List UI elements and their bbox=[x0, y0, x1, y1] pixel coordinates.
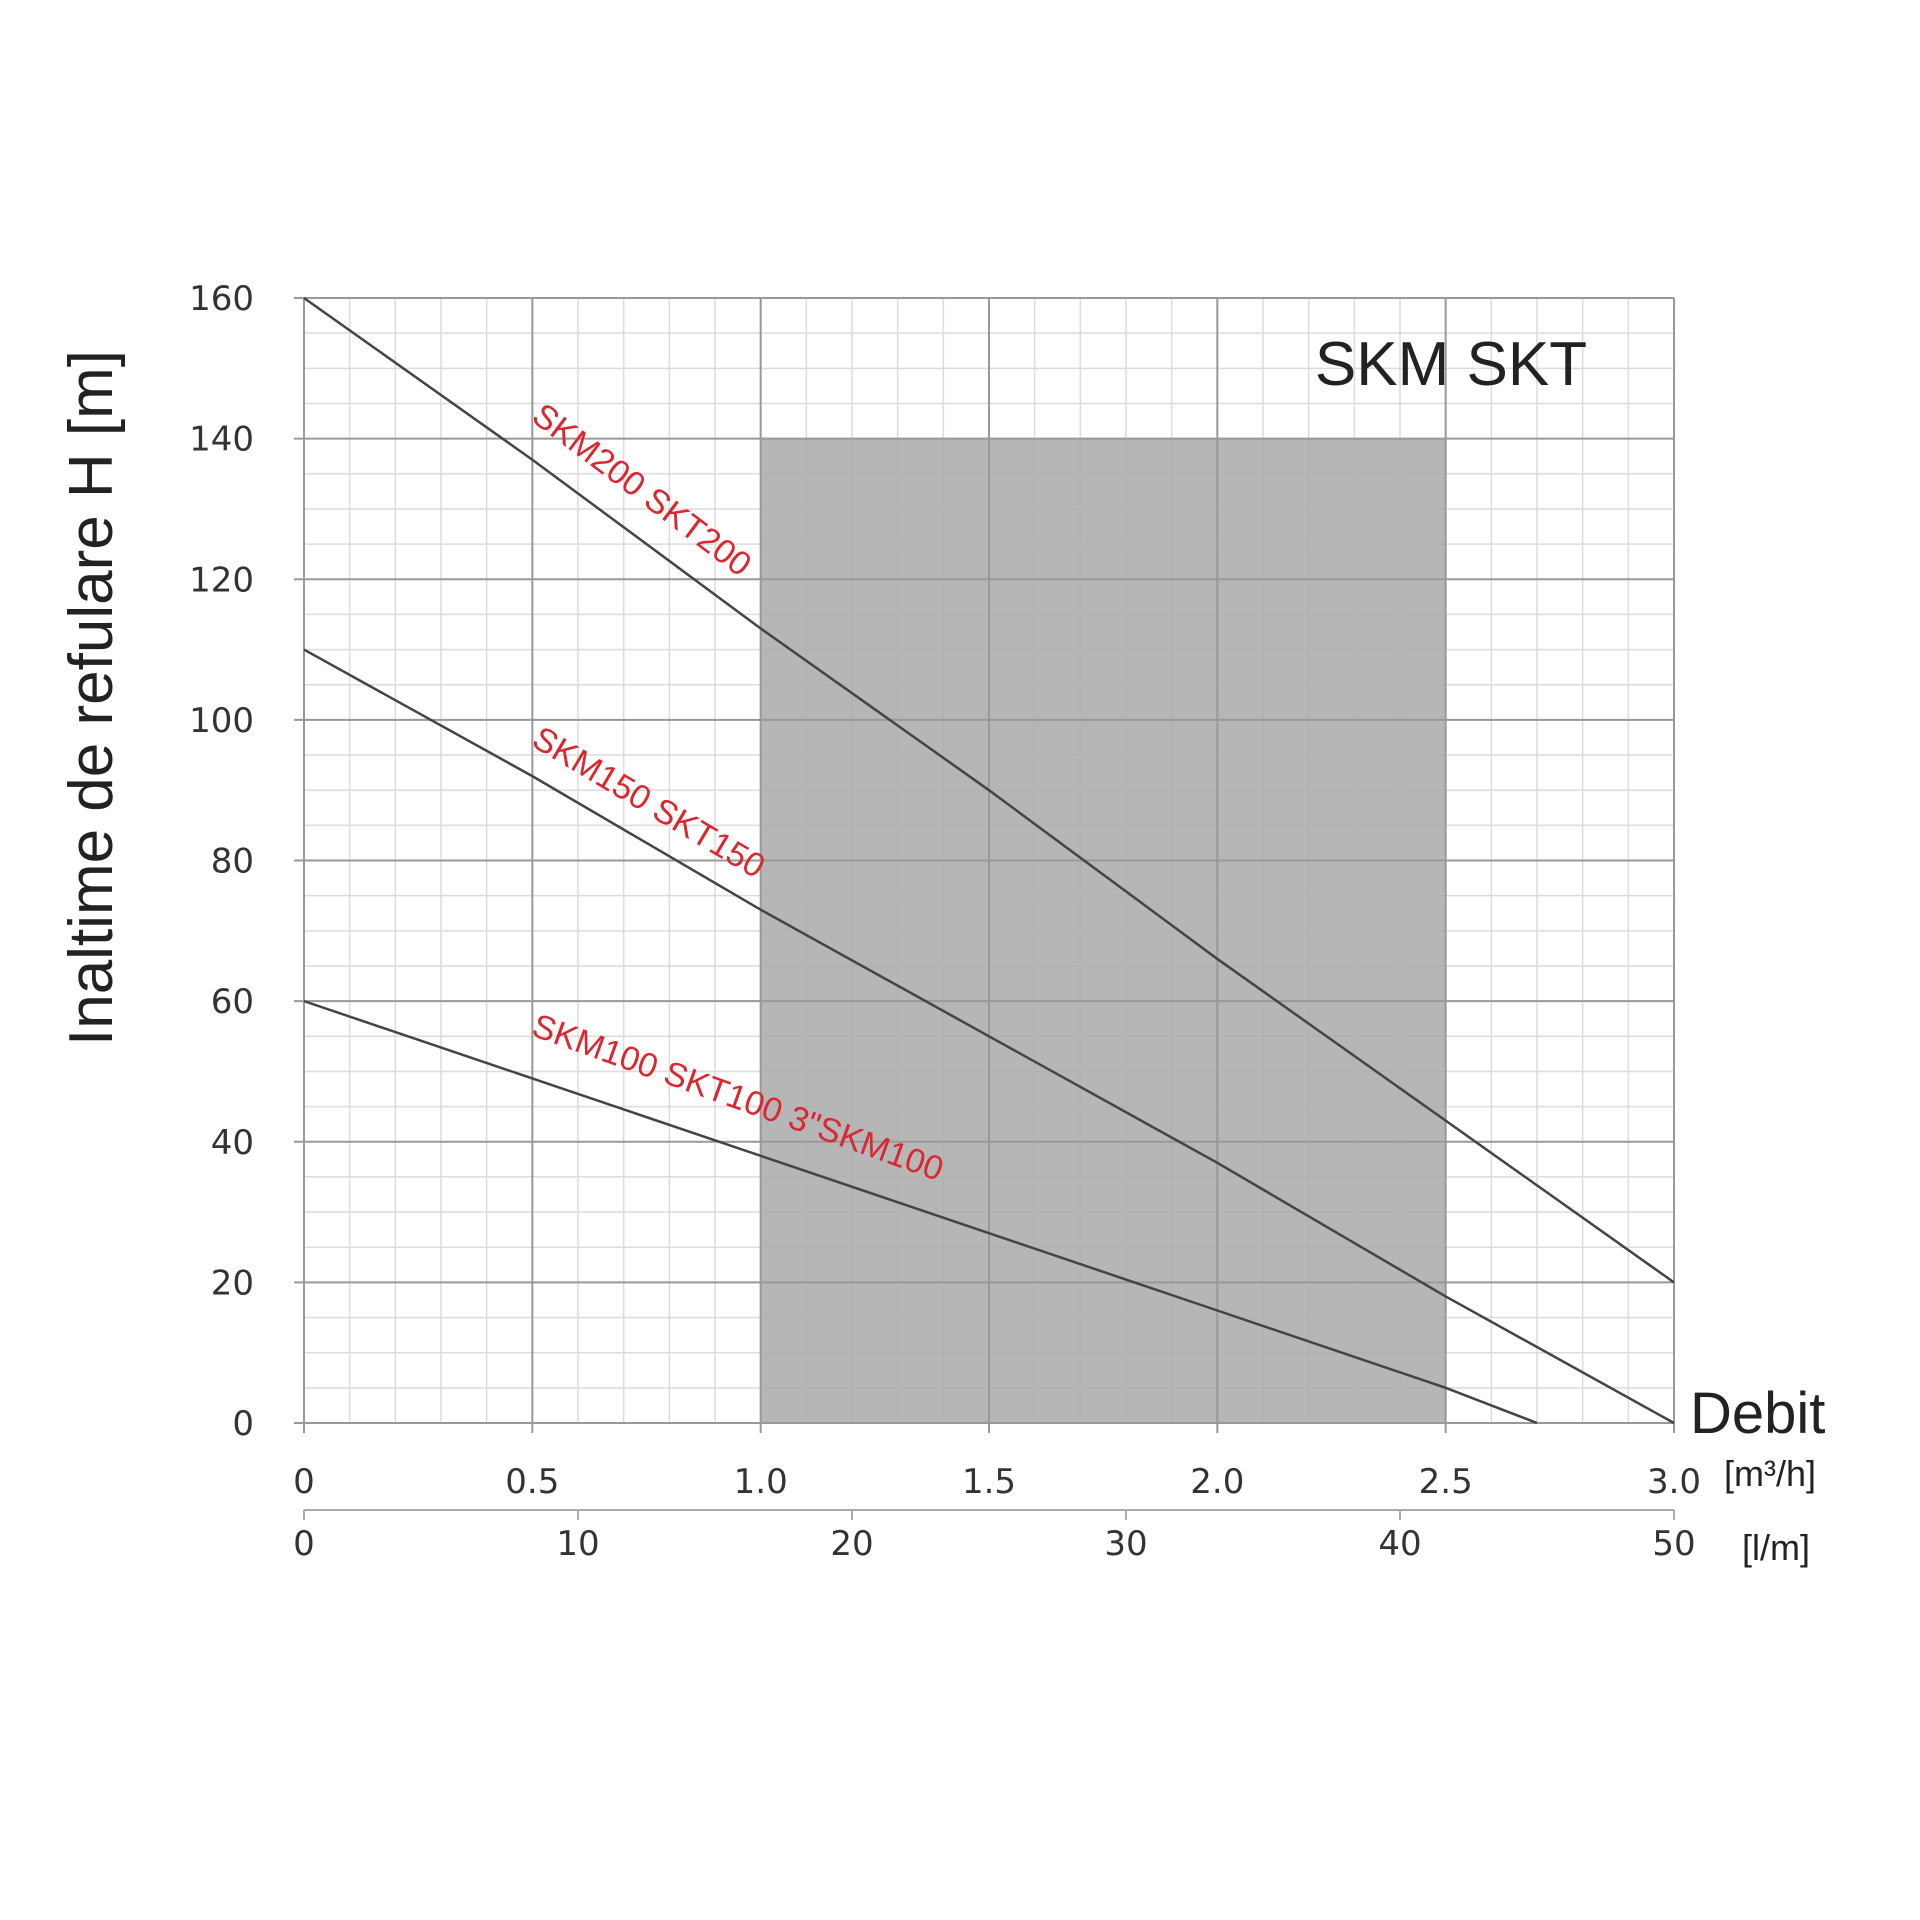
chart-title: SKM SKT bbox=[1315, 330, 1587, 399]
curve-label: SKM200 SKT200 bbox=[525, 396, 758, 584]
x-unit-primary: [m³/h] bbox=[1724, 1453, 1816, 1494]
curve-2 bbox=[303, 648, 1675, 1425]
x-secondary-tick-label: 0 bbox=[293, 1524, 315, 1564]
y-tick-label: 20 bbox=[211, 1263, 254, 1303]
x-secondary-tick-label: 50 bbox=[1652, 1524, 1695, 1564]
x-tick-label: 1.0 bbox=[734, 1462, 788, 1502]
curve-3 bbox=[303, 999, 1538, 1425]
x-tick-label: 2.5 bbox=[1419, 1462, 1473, 1502]
curve-1 bbox=[303, 296, 1675, 1284]
y-tick-label: 40 bbox=[211, 1123, 254, 1163]
y-tick-label: 100 bbox=[189, 701, 254, 741]
x-tick-label: 3.0 bbox=[1647, 1462, 1701, 1502]
y-tick-label: 160 bbox=[189, 279, 254, 319]
x-tick-label: 0.5 bbox=[505, 1462, 559, 1502]
x-secondary-tick-label: 40 bbox=[1378, 1524, 1421, 1564]
y-axis-label: Inaltime de refulare H [m] bbox=[57, 350, 126, 1046]
y-tick-label: 120 bbox=[189, 560, 254, 600]
x-unit-secondary: [l/m] bbox=[1742, 1527, 1810, 1568]
shaded-operating-region bbox=[760, 438, 1446, 1423]
y-tick-label: 80 bbox=[211, 842, 254, 882]
x-tick-label: 2.0 bbox=[1190, 1462, 1244, 1502]
x-secondary-tick-label: 30 bbox=[1104, 1524, 1147, 1564]
x-axis-label: Debit bbox=[1690, 1381, 1825, 1446]
y-tick-label: 140 bbox=[189, 420, 254, 460]
y-tick-label: 0 bbox=[232, 1404, 254, 1444]
x-tick-label: 0 bbox=[293, 1462, 315, 1502]
major-grid bbox=[294, 297, 1675, 1511]
x-tick-label: 1.5 bbox=[962, 1462, 1016, 1502]
x-secondary-tick-label: 10 bbox=[556, 1524, 599, 1564]
x-secondary-tick-label: 20 bbox=[830, 1524, 873, 1564]
y-tick-label: 60 bbox=[211, 982, 254, 1022]
